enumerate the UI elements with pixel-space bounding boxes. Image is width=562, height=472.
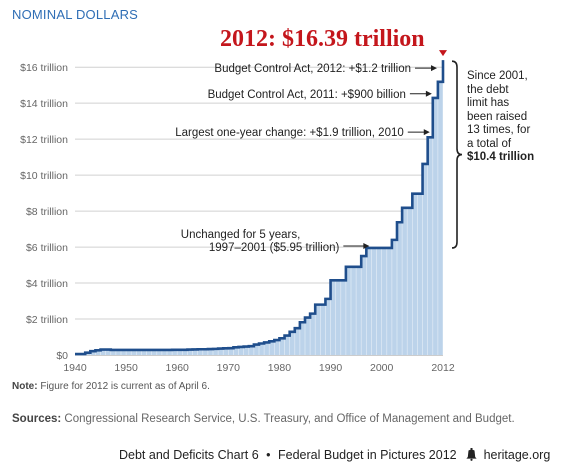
brace-annotation-text: Since 2001, the debt limit has been rais… xyxy=(467,70,562,165)
sources-label: Sources: xyxy=(12,413,62,425)
brace-line: limit has xyxy=(467,97,510,109)
annotation-label: Largest one-year change: +$1.9 trillion,… xyxy=(175,127,404,139)
annotations: Budget Control Act, 2012: +$1.2 trillion… xyxy=(175,50,463,254)
footer-chart-id: Debt and Deficits Chart 6 xyxy=(119,448,259,462)
y-tick-label: $4 trillion xyxy=(26,278,68,290)
x-tick-label: 1950 xyxy=(114,362,138,374)
note-label: Note: xyxy=(12,381,38,392)
x-tick-label: 1980 xyxy=(268,362,292,374)
brace-line: the debt xyxy=(467,83,509,96)
y-axis-ticks: $0 $2 trillion $4 trillion $6 trillion $8 tr… xyxy=(20,62,68,362)
sources-text: Congressional Research Service, U.S. Tre… xyxy=(61,413,515,425)
arrowhead-icon xyxy=(425,90,432,97)
brace-emphasis: $10.4 trillion xyxy=(467,151,535,163)
brace-line: 13 times, for xyxy=(467,124,531,136)
debt-limit-line xyxy=(75,60,445,356)
arrowhead-icon xyxy=(431,65,437,72)
brace-line: a total of xyxy=(467,137,512,150)
annotation-label: 1997–2001 ($5.95 trillion) xyxy=(209,242,340,254)
y-tick-label: $0 xyxy=(56,350,68,362)
annotation-label: Budget Control Act, 2011: +$900 billion xyxy=(208,89,406,101)
x-tick-label: 1960 xyxy=(166,362,190,374)
sources-line: Sources: Congressional Research Service,… xyxy=(12,413,515,425)
y-tick-label: $10 trillion xyxy=(20,170,68,182)
y-tick-label: $16 trillion xyxy=(20,62,68,74)
chart-note: Note: Figure for 2012 is current as of A… xyxy=(12,381,210,392)
x-tick-label: 2012 xyxy=(431,362,455,374)
footer-publication: Federal Budget in Pictures 2012 xyxy=(278,448,457,462)
y-tick-label: $6 trillion xyxy=(26,242,68,254)
y-tick-label: $12 trillion xyxy=(20,134,68,146)
y-tick-label: $2 trillion xyxy=(26,314,68,326)
x-axis-ticks: 1940 1950 1960 1970 1980 1990 2000 2012 xyxy=(63,362,455,374)
x-tick-label: 1990 xyxy=(319,362,343,374)
highlight-marker-icon xyxy=(439,50,447,57)
brace-line: been raised xyxy=(467,110,528,123)
arrowhead-icon xyxy=(423,129,430,136)
debt-limit-area xyxy=(75,60,443,356)
y-tick-label: $8 trillion xyxy=(26,206,68,218)
footer-bullet: • xyxy=(266,448,271,462)
arrowhead-icon xyxy=(363,242,370,249)
annotation-label: Unchanged for 5 years, xyxy=(181,229,301,241)
x-tick-label: 1970 xyxy=(217,362,241,374)
footer-site-link[interactable]: heritage.org xyxy=(483,448,551,462)
liberty-bell-icon xyxy=(466,448,477,464)
footer: Debt and Deficits Chart 6 • Federal Budg… xyxy=(119,448,550,464)
note-text: Figure for 2012 is current as of April 6… xyxy=(37,381,210,392)
annotation-label: Budget Control Act, 2012: +$1.2 trillion xyxy=(214,63,411,75)
chart-title: 2012: $16.39 trillion xyxy=(220,26,425,52)
brace-icon xyxy=(451,60,463,249)
x-tick-label: 2000 xyxy=(370,362,394,374)
debt-limit-chart: $0 $2 trillion $4 trillion $6 trillion $8 tr… xyxy=(20,50,463,374)
brace-line: Since 2001, xyxy=(467,70,528,82)
x-tick-label: 1940 xyxy=(63,362,87,374)
header-label: NOMINAL DOLLARS xyxy=(12,7,139,22)
y-tick-label: $14 trillion xyxy=(20,98,68,110)
